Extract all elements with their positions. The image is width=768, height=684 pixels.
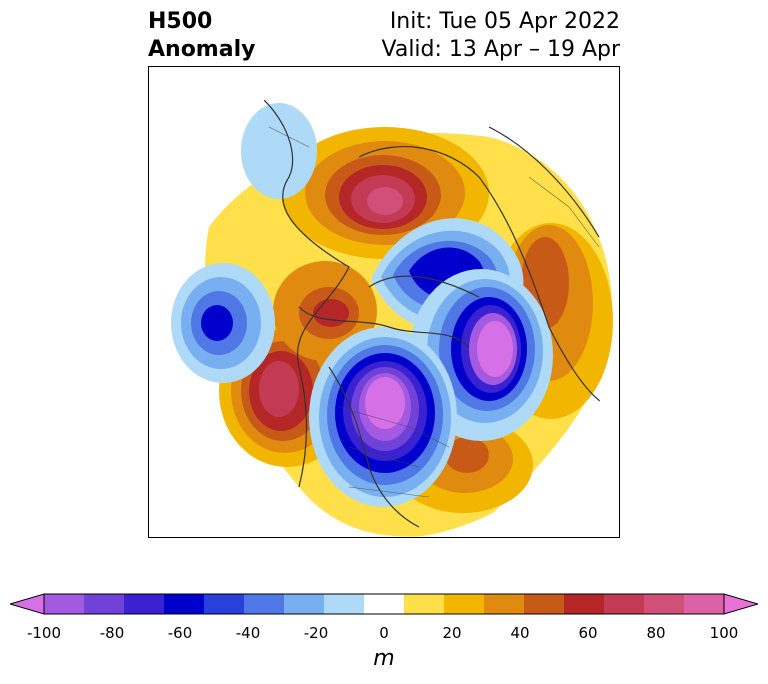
init-date: Init: Tue 05 Apr 2022 xyxy=(389,9,620,34)
colorbar-arrow-max xyxy=(723,593,760,615)
colorbar-tick-label: 0 xyxy=(379,624,389,642)
positive-anomaly-alaska-5 xyxy=(259,361,299,417)
colorbar-tick-label: -60 xyxy=(167,624,193,642)
colorbar-segment xyxy=(44,594,85,614)
title-type: Anomaly xyxy=(148,37,256,62)
colorbar-tick-label: -40 xyxy=(235,624,261,642)
colorbar-segment xyxy=(324,594,365,614)
colorbar-segment xyxy=(564,594,605,614)
colorbar-segment xyxy=(444,594,485,614)
valid-range: Valid: 13 Apr – 19 Apr xyxy=(381,37,621,62)
colorbar-tick-label: 20 xyxy=(442,624,462,642)
title-variable: H500 xyxy=(148,9,213,34)
title-right: Init: Tue 05 Apr 2022 Valid: 13 Apr – 19… xyxy=(382,8,621,64)
colorbar-segment xyxy=(524,594,565,614)
colorbar-segment xyxy=(84,594,125,614)
colorbar-segment xyxy=(364,594,405,614)
negative-anomaly-kara-7 xyxy=(477,321,513,377)
colorbar-tick-label: 80 xyxy=(646,624,666,642)
colorbar-tick-label: 40 xyxy=(510,624,530,642)
positive-anomaly-atlantic-3 xyxy=(445,437,489,473)
colorbar-tick-label: -20 xyxy=(303,624,329,642)
colorbar-segment xyxy=(404,594,445,614)
map-panel xyxy=(148,66,620,538)
colorbar-segment xyxy=(164,594,205,614)
colorbar-segment xyxy=(284,594,325,614)
positive-anomaly-greenland-6 xyxy=(367,187,403,215)
negative-anomaly-europe xyxy=(241,103,317,199)
colorbar-segment xyxy=(684,594,725,614)
anomaly-map xyxy=(149,67,619,537)
negative-anomaly-pacific-4 xyxy=(201,305,233,341)
colorbar-frame xyxy=(43,593,725,615)
colorbar-segment xyxy=(244,594,285,614)
negative-anomaly-hudson-8 xyxy=(365,377,405,429)
borders xyxy=(268,126,600,498)
colorbar-tick-label: -80 xyxy=(99,624,125,642)
positive-anomaly-chukchi-3 xyxy=(313,299,349,327)
colorbar-unit: m xyxy=(373,646,395,671)
colorbar-segment xyxy=(604,594,645,614)
colorbar-segment xyxy=(204,594,245,614)
colorbar-graphic xyxy=(8,593,760,615)
colorbar-tick-label: 60 xyxy=(578,624,598,642)
colorbar-segment xyxy=(644,594,685,614)
colorbar-tick-label: -100 xyxy=(26,624,62,642)
colorbar-arrow-min xyxy=(8,593,45,615)
title-left: H500 Anomaly xyxy=(148,8,255,64)
colorbar-segment xyxy=(124,594,165,614)
colorbar xyxy=(8,590,760,620)
colorbar-tick-label: 100 xyxy=(709,624,739,642)
colorbar-segment xyxy=(484,594,525,614)
coastlines xyxy=(248,86,610,528)
colorbar-ticks: -100 -80 -60 -40 -20 0 20 40 60 80 100 xyxy=(0,624,768,644)
